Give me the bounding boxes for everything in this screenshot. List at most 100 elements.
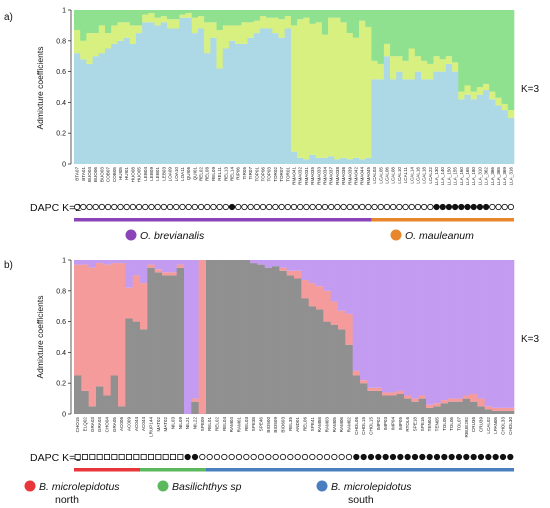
dapc-marker bbox=[321, 203, 329, 211]
dapc-marker bbox=[448, 453, 455, 461]
sample-label: BIO603 bbox=[281, 417, 286, 433]
admixture-bar-segment bbox=[241, 10, 248, 23]
sample-label: LEB09 bbox=[149, 167, 154, 181]
dapc-marker bbox=[177, 453, 184, 460]
sample-label: REL02 bbox=[199, 167, 204, 181]
dapc-marker bbox=[402, 203, 409, 211]
sample-label: RMA034 bbox=[322, 167, 327, 185]
admixture-bar-segment bbox=[374, 390, 383, 414]
admixture-bar-segment bbox=[210, 22, 217, 38]
admixture-bar-segment bbox=[125, 260, 133, 288]
legend-label-mauleanum: O. mauleanum bbox=[405, 230, 474, 242]
dapc-marker bbox=[309, 453, 316, 461]
admixture-bar-segment bbox=[382, 392, 390, 396]
admixture-bar-segment bbox=[396, 56, 403, 72]
admixture-bar-segment bbox=[86, 10, 93, 34]
admixture-bar-segment bbox=[470, 10, 478, 92]
sample-label: LLA_310 bbox=[477, 167, 482, 186]
dapc-marker bbox=[155, 453, 162, 460]
y-tick-label: 1 bbox=[62, 8, 66, 15]
admixture-bar-segment bbox=[365, 10, 372, 27]
dapc-marker bbox=[383, 203, 391, 211]
sample-label: BIO500 bbox=[266, 417, 271, 433]
dapc-marker bbox=[154, 203, 161, 211]
admixture-bar-segment bbox=[191, 401, 199, 414]
sample-label: REL35 bbox=[288, 417, 293, 431]
admixture-bar-segment bbox=[411, 260, 419, 399]
admixture-bar-segment bbox=[301, 260, 309, 281]
admixture-bar-segment bbox=[74, 30, 81, 54]
admixture-bar-segment bbox=[328, 156, 335, 164]
legend-label-brevianalis: O. brevianalis bbox=[140, 230, 205, 242]
admixture-bar-segment bbox=[160, 16, 168, 23]
admixture-bar-segment bbox=[290, 10, 298, 26]
admixture-bar-segment bbox=[117, 40, 124, 164]
admixture-bar-segment bbox=[506, 410, 515, 414]
admixture-bar-segment bbox=[470, 260, 478, 394]
admixture-bar-segment bbox=[440, 260, 449, 401]
sample-label: TOR01 bbox=[285, 167, 290, 182]
admixture-bar-segment bbox=[308, 260, 317, 284]
admixture-bar-segment bbox=[421, 79, 428, 164]
admixture-bar-segment bbox=[499, 260, 507, 408]
admixture-bar-segment bbox=[352, 157, 360, 164]
admixture-bar-segment bbox=[433, 71, 440, 164]
admixture-bar-segment bbox=[402, 60, 409, 80]
admixture-bar-segment bbox=[462, 260, 471, 396]
admixture-bar-segment bbox=[129, 10, 137, 26]
dapc-marker bbox=[499, 453, 507, 461]
admixture-bar-segment bbox=[185, 10, 193, 14]
admixture-bar-segment bbox=[452, 10, 459, 63]
admixture-bar-segment bbox=[210, 37, 217, 164]
admixture-bar-segment bbox=[330, 324, 339, 414]
sample-label: HUO05 bbox=[137, 167, 142, 183]
dapc-marker bbox=[338, 453, 345, 461]
dapc-marker bbox=[301, 453, 309, 461]
sample-label: RAM02 bbox=[347, 417, 352, 433]
admixture-bar-segment bbox=[402, 79, 409, 164]
dapc-marker bbox=[111, 203, 118, 211]
sample-label: SPE09 bbox=[200, 417, 205, 432]
admixture-bar-segment bbox=[483, 83, 490, 91]
sample-label: BTA01 bbox=[81, 167, 86, 181]
admixture-bar-segment bbox=[154, 260, 163, 270]
dapc-marker bbox=[191, 203, 198, 211]
admixture-bar-segment bbox=[303, 10, 310, 18]
admixture-bar-segment bbox=[92, 56, 100, 165]
admixture-bar-segment bbox=[301, 298, 309, 414]
admixture-bar-segment bbox=[448, 260, 456, 399]
sample-label: RMA032 bbox=[298, 167, 303, 185]
admixture-bar-segment bbox=[118, 263, 126, 407]
admixture-bar-segment bbox=[470, 99, 478, 164]
admixture-bar-segment bbox=[377, 63, 385, 80]
admixture-bar-segment bbox=[103, 264, 111, 396]
admixture-bar-segment bbox=[173, 10, 180, 20]
admixture-bar-segment bbox=[352, 370, 361, 376]
admixture-bar-segment bbox=[290, 25, 298, 152]
admixture-bar-segment bbox=[81, 260, 89, 265]
admixture-bar-segment bbox=[440, 403, 449, 414]
admixture-bar-segment bbox=[148, 22, 155, 164]
admixture-bar-segment bbox=[191, 260, 199, 399]
sample-label: LLA_155 bbox=[453, 167, 458, 186]
dapc-marker bbox=[104, 203, 112, 211]
admixture-bar-segment bbox=[396, 260, 405, 391]
sample-label: LCAL05 bbox=[378, 167, 383, 184]
admixture-bar-segment bbox=[404, 398, 412, 414]
admixture-bar-segment bbox=[383, 10, 391, 44]
sample-label: NIL03 bbox=[171, 417, 176, 430]
sample-label: REL04 bbox=[222, 417, 227, 431]
admixture-bar-segment bbox=[162, 272, 170, 276]
sample-label: LOA10 bbox=[174, 167, 179, 182]
sample-label: RMA033 bbox=[316, 167, 321, 185]
admixture-bar-segment bbox=[340, 22, 347, 158]
sample-label: LCAL08 bbox=[391, 167, 396, 184]
admixture-bar-segment bbox=[162, 275, 170, 414]
dapc-marker bbox=[243, 453, 250, 461]
sample-label: LLA_180 bbox=[471, 167, 476, 186]
admixture-bar-segment bbox=[308, 306, 317, 414]
panel-a-sample-labels: BTA07 BTA01 BUO04 BUO06 BUO03 COB07 COB05 HUI05… bbox=[75, 167, 514, 186]
sample-label: IMP03 bbox=[383, 417, 388, 431]
dapc-marker bbox=[228, 453, 235, 461]
admixture-bar-segment bbox=[286, 275, 295, 414]
